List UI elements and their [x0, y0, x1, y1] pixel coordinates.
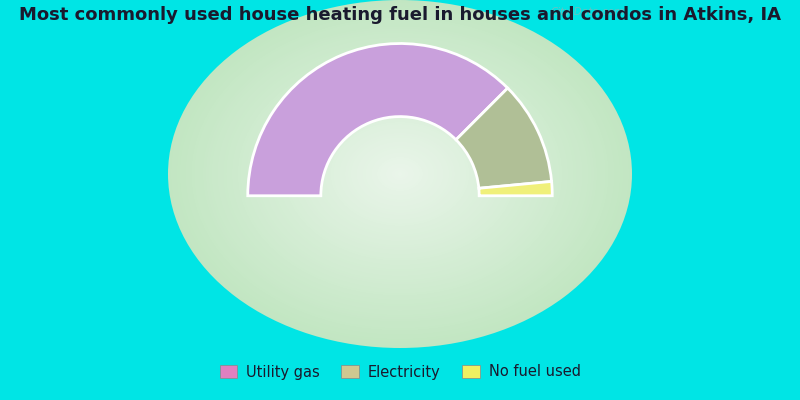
Ellipse shape: [322, 115, 478, 233]
Ellipse shape: [266, 74, 534, 274]
Ellipse shape: [203, 26, 597, 322]
Ellipse shape: [296, 96, 504, 252]
Ellipse shape: [357, 141, 443, 207]
Ellipse shape: [232, 48, 568, 300]
Ellipse shape: [304, 102, 496, 246]
Ellipse shape: [371, 152, 429, 196]
Ellipse shape: [281, 85, 519, 263]
Wedge shape: [479, 182, 552, 196]
Ellipse shape: [209, 30, 591, 318]
Ellipse shape: [391, 168, 409, 180]
Ellipse shape: [174, 4, 626, 344]
Ellipse shape: [182, 11, 618, 337]
Ellipse shape: [252, 63, 548, 285]
Ellipse shape: [255, 65, 545, 283]
Ellipse shape: [272, 78, 528, 270]
Ellipse shape: [278, 83, 522, 265]
Ellipse shape: [386, 163, 414, 185]
Ellipse shape: [191, 17, 609, 330]
Ellipse shape: [336, 126, 464, 222]
Ellipse shape: [241, 54, 559, 294]
Ellipse shape: [234, 50, 566, 298]
Ellipse shape: [310, 106, 490, 242]
Ellipse shape: [246, 59, 554, 289]
Ellipse shape: [264, 72, 536, 276]
Ellipse shape: [330, 122, 470, 226]
Ellipse shape: [382, 161, 418, 187]
Ellipse shape: [365, 148, 435, 200]
Ellipse shape: [238, 52, 562, 296]
Ellipse shape: [348, 135, 452, 213]
Ellipse shape: [186, 13, 614, 335]
Ellipse shape: [275, 80, 525, 268]
Ellipse shape: [220, 39, 580, 309]
Ellipse shape: [171, 2, 629, 346]
Ellipse shape: [327, 120, 473, 228]
Ellipse shape: [243, 56, 557, 292]
Ellipse shape: [284, 87, 516, 261]
Ellipse shape: [194, 20, 606, 328]
Ellipse shape: [179, 9, 621, 339]
Ellipse shape: [377, 156, 423, 192]
Ellipse shape: [316, 111, 484, 237]
Ellipse shape: [197, 22, 603, 326]
Ellipse shape: [307, 104, 493, 244]
Ellipse shape: [200, 24, 600, 324]
Ellipse shape: [229, 46, 571, 302]
Ellipse shape: [397, 172, 403, 176]
Ellipse shape: [359, 144, 441, 204]
Ellipse shape: [342, 130, 458, 218]
Ellipse shape: [188, 15, 612, 333]
Ellipse shape: [394, 170, 406, 178]
Ellipse shape: [290, 91, 510, 257]
Ellipse shape: [374, 154, 426, 194]
Ellipse shape: [302, 100, 498, 248]
Ellipse shape: [218, 37, 582, 311]
Ellipse shape: [362, 146, 438, 202]
Ellipse shape: [318, 113, 482, 235]
Ellipse shape: [380, 159, 420, 189]
Ellipse shape: [270, 76, 530, 272]
Text: Most commonly used house heating fuel in houses and condos in Atkins, IA: Most commonly used house heating fuel in…: [19, 6, 781, 24]
Ellipse shape: [298, 98, 502, 250]
Legend: Utility gas, Electricity, No fuel used: Utility gas, Electricity, No fuel used: [214, 359, 586, 385]
Wedge shape: [248, 44, 508, 196]
Ellipse shape: [261, 70, 539, 278]
Ellipse shape: [226, 44, 574, 304]
Ellipse shape: [211, 33, 589, 315]
Ellipse shape: [287, 89, 513, 259]
Ellipse shape: [354, 139, 446, 209]
Ellipse shape: [325, 118, 475, 230]
Ellipse shape: [206, 28, 594, 320]
Ellipse shape: [368, 150, 432, 198]
Ellipse shape: [389, 165, 412, 183]
Ellipse shape: [293, 94, 507, 254]
Ellipse shape: [214, 35, 586, 313]
Ellipse shape: [350, 137, 450, 211]
Ellipse shape: [168, 0, 632, 348]
Text: City-Data.com: City-Data.com: [550, 7, 625, 17]
Ellipse shape: [223, 41, 577, 307]
Ellipse shape: [334, 124, 466, 224]
Ellipse shape: [313, 109, 487, 239]
Ellipse shape: [177, 6, 623, 342]
Ellipse shape: [250, 61, 550, 287]
Ellipse shape: [258, 68, 542, 280]
Wedge shape: [456, 88, 551, 188]
Ellipse shape: [339, 128, 461, 220]
Ellipse shape: [345, 133, 455, 215]
